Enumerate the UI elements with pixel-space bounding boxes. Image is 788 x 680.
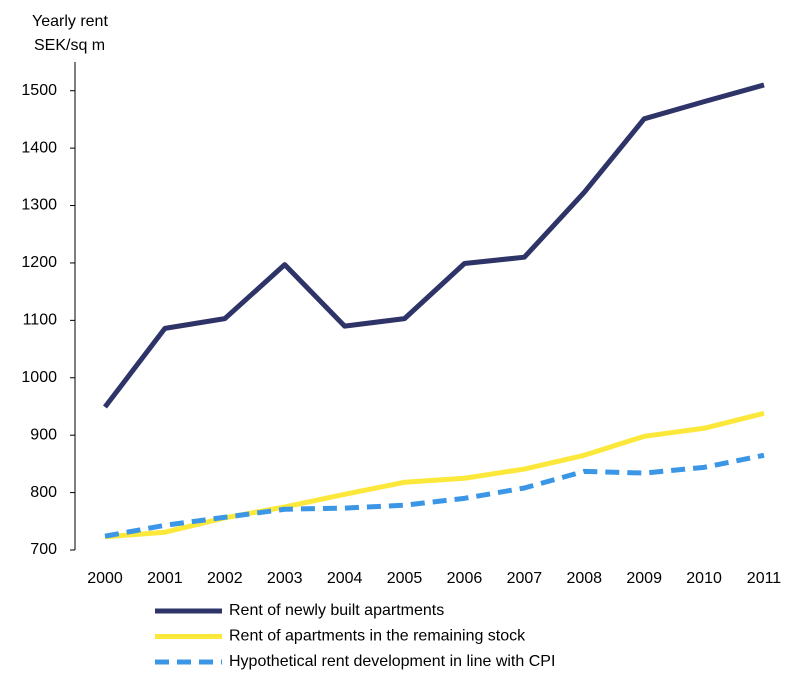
data-line [104,452,765,539]
y-tick-label: 1100 [23,312,58,329]
y-axis-title: SEK/sq m [34,37,105,54]
y-tick-label: 1300 [21,197,57,214]
x-tick-label: 2002 [207,570,243,587]
y-tick-label: 1500 [21,82,57,99]
legend-label: Rent of apartments in the remaining stoc… [229,628,526,645]
y-tick-label: 1000 [21,369,57,386]
y-tick-label: 1400 [21,139,57,156]
x-tick-label: 2006 [447,570,483,587]
x-tick-label: 2011 [747,570,782,587]
x-tick-label: 2003 [267,570,303,587]
legend-label: Hypothetical rent development in line wi… [229,653,555,670]
x-tick-label: 2001 [147,570,183,587]
y-tick-label: 900 [30,426,57,443]
y-axis-title: Yearly rent [32,13,108,30]
legend-label: Rent of newly built apartments [229,602,444,619]
x-tick-label: 2000 [87,570,123,587]
y-tick-label: 1200 [21,254,57,271]
x-tick-label: 2008 [566,570,602,587]
data-line [103,82,765,409]
y-tick-label: 700 [30,541,57,558]
x-tick-label: 2010 [686,570,722,587]
x-tick-label: 2007 [507,570,543,587]
x-tick-label: 2009 [626,570,662,587]
x-tick-label: 2005 [387,570,423,587]
x-tick-label: 2004 [327,570,363,587]
y-tick-label: 800 [30,484,57,501]
